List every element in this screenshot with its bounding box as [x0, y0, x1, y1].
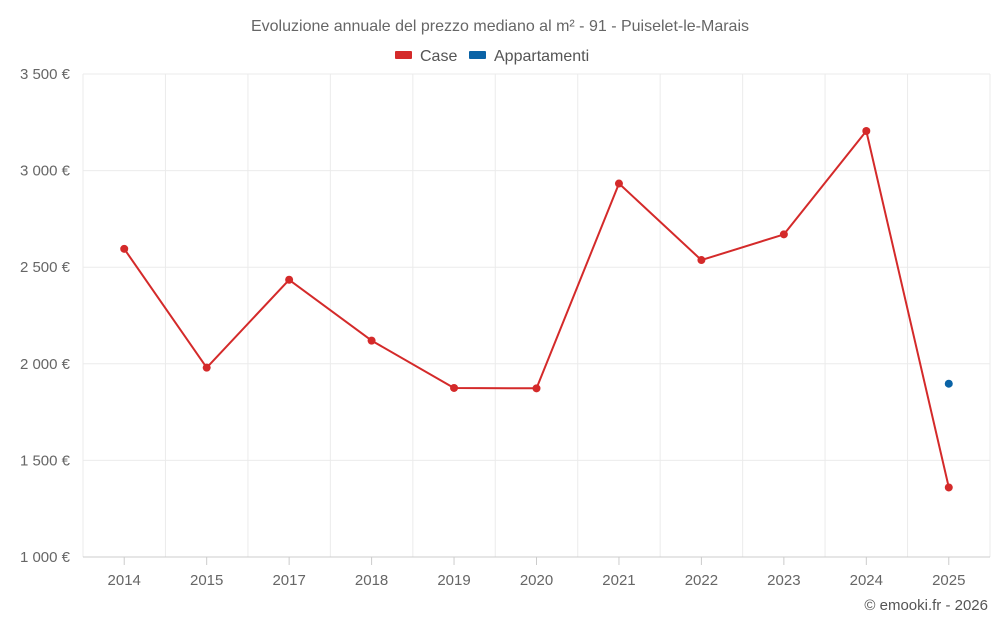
- x-tick-label: 2014: [108, 572, 141, 589]
- x-tick-label: 2025: [932, 572, 965, 589]
- series-layer: [120, 126, 953, 492]
- y-tick-label: 3 000 €: [20, 163, 71, 180]
- legend-swatch-appartamenti: [469, 51, 486, 59]
- legend-swatch-case: [395, 51, 412, 59]
- credit: © emooki.fr - 2026: [864, 597, 988, 614]
- x-tick-label: 2024: [850, 572, 883, 589]
- data-point-case: [120, 244, 129, 253]
- data-point-case: [697, 256, 706, 265]
- data-point-case: [285, 275, 294, 284]
- y-tick-label: 3 500 €: [20, 66, 71, 83]
- grid: [82, 73, 991, 557]
- x-tick-label: 2020: [520, 572, 553, 589]
- data-point-case: [532, 384, 541, 393]
- y-tick-label: 1 500 €: [20, 452, 71, 469]
- legend-label-case: Case: [420, 48, 457, 65]
- x-axis: 2014 2015 2017 2018 2019 2020 2021 2022 2023 2024…: [83, 556, 990, 589]
- legend-label-appartamenti: Appartamenti: [494, 48, 589, 65]
- data-point-appartamenti: [944, 379, 953, 388]
- y-tick-label: 1 000 €: [20, 549, 71, 566]
- x-tick-label: 2015: [190, 572, 223, 589]
- y-tick-label: 2 500 €: [20, 259, 71, 276]
- y-axis: 1 000 € 1 500 € 2 000 € 2 500 € 3 000 € 3 500…: [20, 66, 71, 566]
- chart-title: Evoluzione annuale del prezzo mediano al…: [251, 18, 749, 35]
- data-point-case: [862, 126, 871, 135]
- x-tick-label: 2023: [767, 572, 800, 589]
- x-tick-label: 2022: [685, 572, 718, 589]
- x-tick-label: 2018: [355, 572, 388, 589]
- data-point-case: [202, 363, 211, 372]
- data-point-case: [779, 230, 788, 239]
- data-point-case: [450, 383, 459, 392]
- x-tick-label: 2017: [272, 572, 305, 589]
- data-point-case: [614, 179, 623, 188]
- legend: Case Appartamenti: [395, 48, 589, 65]
- x-tick-label: 2019: [437, 572, 470, 589]
- x-tick-label: 2021: [602, 572, 635, 589]
- data-point-case: [367, 336, 376, 345]
- y-tick-label: 2 000 €: [20, 356, 71, 373]
- data-point-case: [944, 483, 953, 492]
